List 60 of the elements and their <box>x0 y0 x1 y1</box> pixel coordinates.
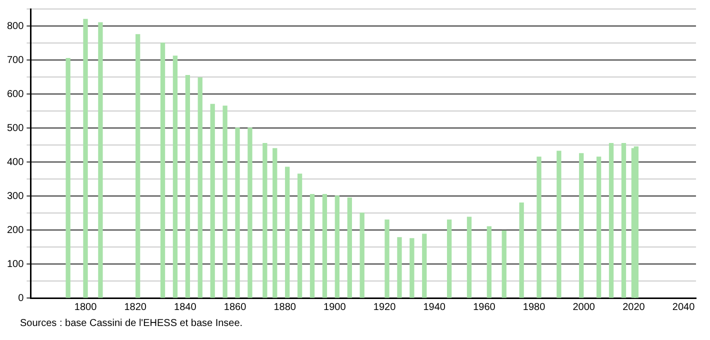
y-tick-label: 300 <box>6 190 24 202</box>
x-tick-label: 1900 <box>324 302 346 313</box>
bar <box>634 146 639 298</box>
bar <box>310 194 315 298</box>
bar <box>98 22 103 298</box>
y-tick-label: 400 <box>6 156 24 168</box>
bar <box>235 128 240 298</box>
bar <box>334 196 340 298</box>
bar <box>397 237 402 298</box>
bar <box>66 58 70 298</box>
x-tick-label: 1820 <box>124 302 147 313</box>
y-tick-label: 0 <box>18 292 24 304</box>
bar <box>262 142 268 298</box>
bar <box>198 77 202 298</box>
x-tick-label: 1880 <box>274 302 296 313</box>
bar <box>422 234 427 298</box>
bar <box>285 166 290 298</box>
y-tick-label: 600 <box>6 88 24 100</box>
bar <box>185 74 190 298</box>
y-tick-label: 100 <box>6 258 24 270</box>
bar <box>486 226 492 298</box>
x-tick-label: 1840 <box>174 302 197 313</box>
bar <box>172 56 178 298</box>
bar <box>608 142 614 298</box>
bar <box>360 212 364 298</box>
bar <box>248 128 252 298</box>
x-tick-label: 2000 <box>572 302 596 313</box>
bar <box>536 156 542 298</box>
x-tick-label: 1920 <box>373 302 396 313</box>
bar <box>322 194 328 298</box>
bar <box>384 219 390 298</box>
bar <box>410 238 414 298</box>
bar <box>596 156 602 298</box>
bar <box>83 18 88 298</box>
bar <box>347 197 352 298</box>
y-tick-label: 200 <box>6 224 24 236</box>
x-tick-label: 1940 <box>423 302 446 313</box>
bar <box>621 142 626 298</box>
bar <box>297 174 302 298</box>
x-tick-label: 1980 <box>522 302 546 313</box>
bar <box>502 230 506 298</box>
bar <box>272 148 278 298</box>
x-tick-label: 1860 <box>224 302 247 313</box>
x-tick-label: 2020 <box>622 302 646 313</box>
x-tick-label: 1800 <box>74 302 98 313</box>
bar <box>519 202 524 298</box>
x-tick-label: 1960 <box>473 302 496 313</box>
bar <box>556 150 562 298</box>
y-tick-label: 700 <box>6 54 24 66</box>
y-tick-label: 800 <box>6 20 24 32</box>
y-tick-label: 500 <box>6 122 24 134</box>
source-note: Sources : base Cassini de l'EHESS et base Insee. <box>20 318 243 329</box>
x-tick-label: 2040 <box>672 302 696 313</box>
bar <box>579 153 584 298</box>
bar <box>446 219 452 298</box>
bar <box>466 216 472 298</box>
bar <box>160 42 166 298</box>
bar <box>210 104 215 298</box>
bar <box>222 106 228 298</box>
bar <box>136 34 140 298</box>
